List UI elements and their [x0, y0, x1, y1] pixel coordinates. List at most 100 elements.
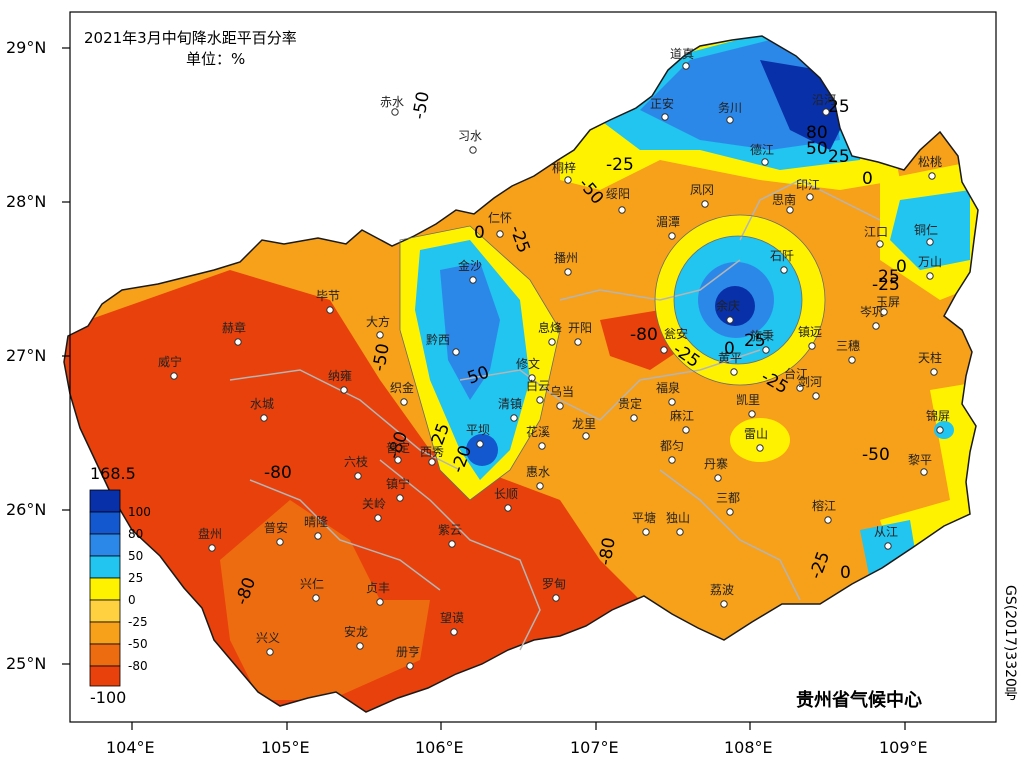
- city-dot: [812, 392, 820, 400]
- city-dot: [682, 62, 690, 70]
- city-dot: [552, 594, 560, 602]
- city-label: 盘州: [198, 526, 222, 541]
- city-markers: 道真 赤水 正安 务川 沿河 习水 桐梓 绥阳 德江 松桃 凤冈 印江 思南 江…: [158, 47, 950, 670]
- city-label: 播州: [554, 251, 578, 265]
- city-label: 凯里: [736, 393, 760, 407]
- city-dot: [469, 276, 477, 284]
- city-label: 兴义: [256, 631, 280, 645]
- city-label: 湄潭: [656, 215, 680, 229]
- city-dot: [266, 648, 274, 656]
- city-dot: [796, 384, 804, 392]
- city-dot: [574, 338, 582, 346]
- city-label: 晴隆: [304, 514, 328, 529]
- city-dot: [394, 456, 402, 464]
- axis-ticks: [62, 47, 906, 730]
- map-frame: [69, 11, 997, 723]
- city-label: 册亨: [396, 644, 420, 659]
- city-dot: [276, 538, 284, 546]
- legend-tick: 50: [128, 549, 144, 563]
- city-dot: [720, 600, 728, 608]
- city-dot: [260, 414, 268, 422]
- legend-swatch: [89, 533, 121, 557]
- contour-label: 25: [828, 97, 850, 117]
- city-label: 清镇: [498, 397, 522, 411]
- contour-label: 25: [744, 331, 766, 351]
- city-dot: [726, 316, 734, 324]
- city-label: 道真: [670, 47, 694, 61]
- city-label: 赤水: [380, 95, 404, 109]
- city-label: 乌当: [550, 384, 574, 399]
- field-25-east: [890, 190, 970, 270]
- city-label: 石阡: [770, 248, 794, 263]
- city-dot: [848, 356, 856, 364]
- city-label: 三都: [716, 491, 740, 505]
- city-dot: [936, 426, 944, 434]
- city-label: 习水: [458, 129, 482, 143]
- city-label: 桐梓: [552, 160, 576, 175]
- lat-label: 26°N: [6, 500, 47, 519]
- contour-label: -80: [595, 536, 620, 567]
- city-label: 安龙: [344, 624, 368, 639]
- lon-label: 105°E: [261, 738, 310, 757]
- city-label: 德江: [750, 142, 774, 157]
- city-label: 铜仁: [914, 222, 938, 237]
- city-label: 江口: [864, 225, 888, 239]
- city-label: 福泉: [656, 380, 680, 395]
- city-dot: [808, 342, 816, 350]
- field-25-jinping: [934, 421, 954, 439]
- boundary-anshun: [379, 459, 541, 651]
- contour-label: 50: [806, 139, 828, 159]
- city-label: 黎平: [908, 453, 932, 467]
- legend-swatch: [89, 665, 121, 687]
- boundary-liupanshui: [229, 369, 461, 471]
- contour-25-center: [673, 235, 803, 365]
- city-dot: [726, 116, 734, 124]
- legend-swatch: [89, 577, 121, 601]
- city-dot: [872, 322, 880, 330]
- city-dot: [314, 532, 322, 540]
- city-dot: [761, 158, 769, 166]
- city-dot: [356, 642, 364, 650]
- city-dot: [391, 108, 399, 116]
- city-label: 望谟: [440, 611, 464, 625]
- legend-min: -100: [90, 688, 127, 707]
- field-zero-leishan: [730, 418, 790, 462]
- lon-label: 108°E: [724, 738, 773, 757]
- city-dot: [876, 240, 884, 248]
- city-label: 松桃: [918, 154, 942, 169]
- lon-label: 104°E: [106, 738, 155, 757]
- field-50-west: [440, 262, 500, 400]
- contour-label: 80: [806, 123, 828, 143]
- boundary-guiyang: [459, 349, 761, 421]
- city-label: 息烽: [538, 320, 562, 335]
- city-label: 思南: [772, 192, 796, 207]
- contour-label: 0: [862, 169, 873, 189]
- city-dot: [340, 386, 348, 394]
- city-label: 瓮安: [664, 326, 688, 341]
- contour-label: -80: [264, 463, 292, 483]
- contour-label: 0: [724, 339, 735, 359]
- city-dot: [786, 206, 794, 214]
- city-label: 金沙: [458, 258, 482, 273]
- city-label: 仁怀: [488, 211, 512, 225]
- boundary-qianxinan: [249, 479, 441, 591]
- legend-tick: 100: [128, 505, 151, 519]
- lat-label: 27°N: [6, 346, 47, 365]
- city-dot: [528, 374, 536, 382]
- city-label: 白云: [526, 378, 550, 393]
- city-dot: [701, 200, 709, 208]
- legend-swatch: [89, 643, 121, 667]
- boundary-zunyi: [559, 259, 741, 301]
- city-dot: [926, 272, 934, 280]
- city-dot: [469, 146, 477, 154]
- contour-label: 25: [828, 147, 850, 167]
- contour-label: -50: [409, 90, 434, 121]
- city-label: 麻江: [670, 408, 694, 423]
- lon-label: 109°E: [879, 738, 928, 757]
- city-dot: [234, 338, 242, 346]
- field-80-center: [715, 286, 755, 326]
- legend-tick: 80: [128, 527, 144, 541]
- legend-tick: -50: [128, 637, 148, 651]
- legend-swatch: [89, 555, 121, 579]
- legend-tick: 0: [128, 593, 136, 607]
